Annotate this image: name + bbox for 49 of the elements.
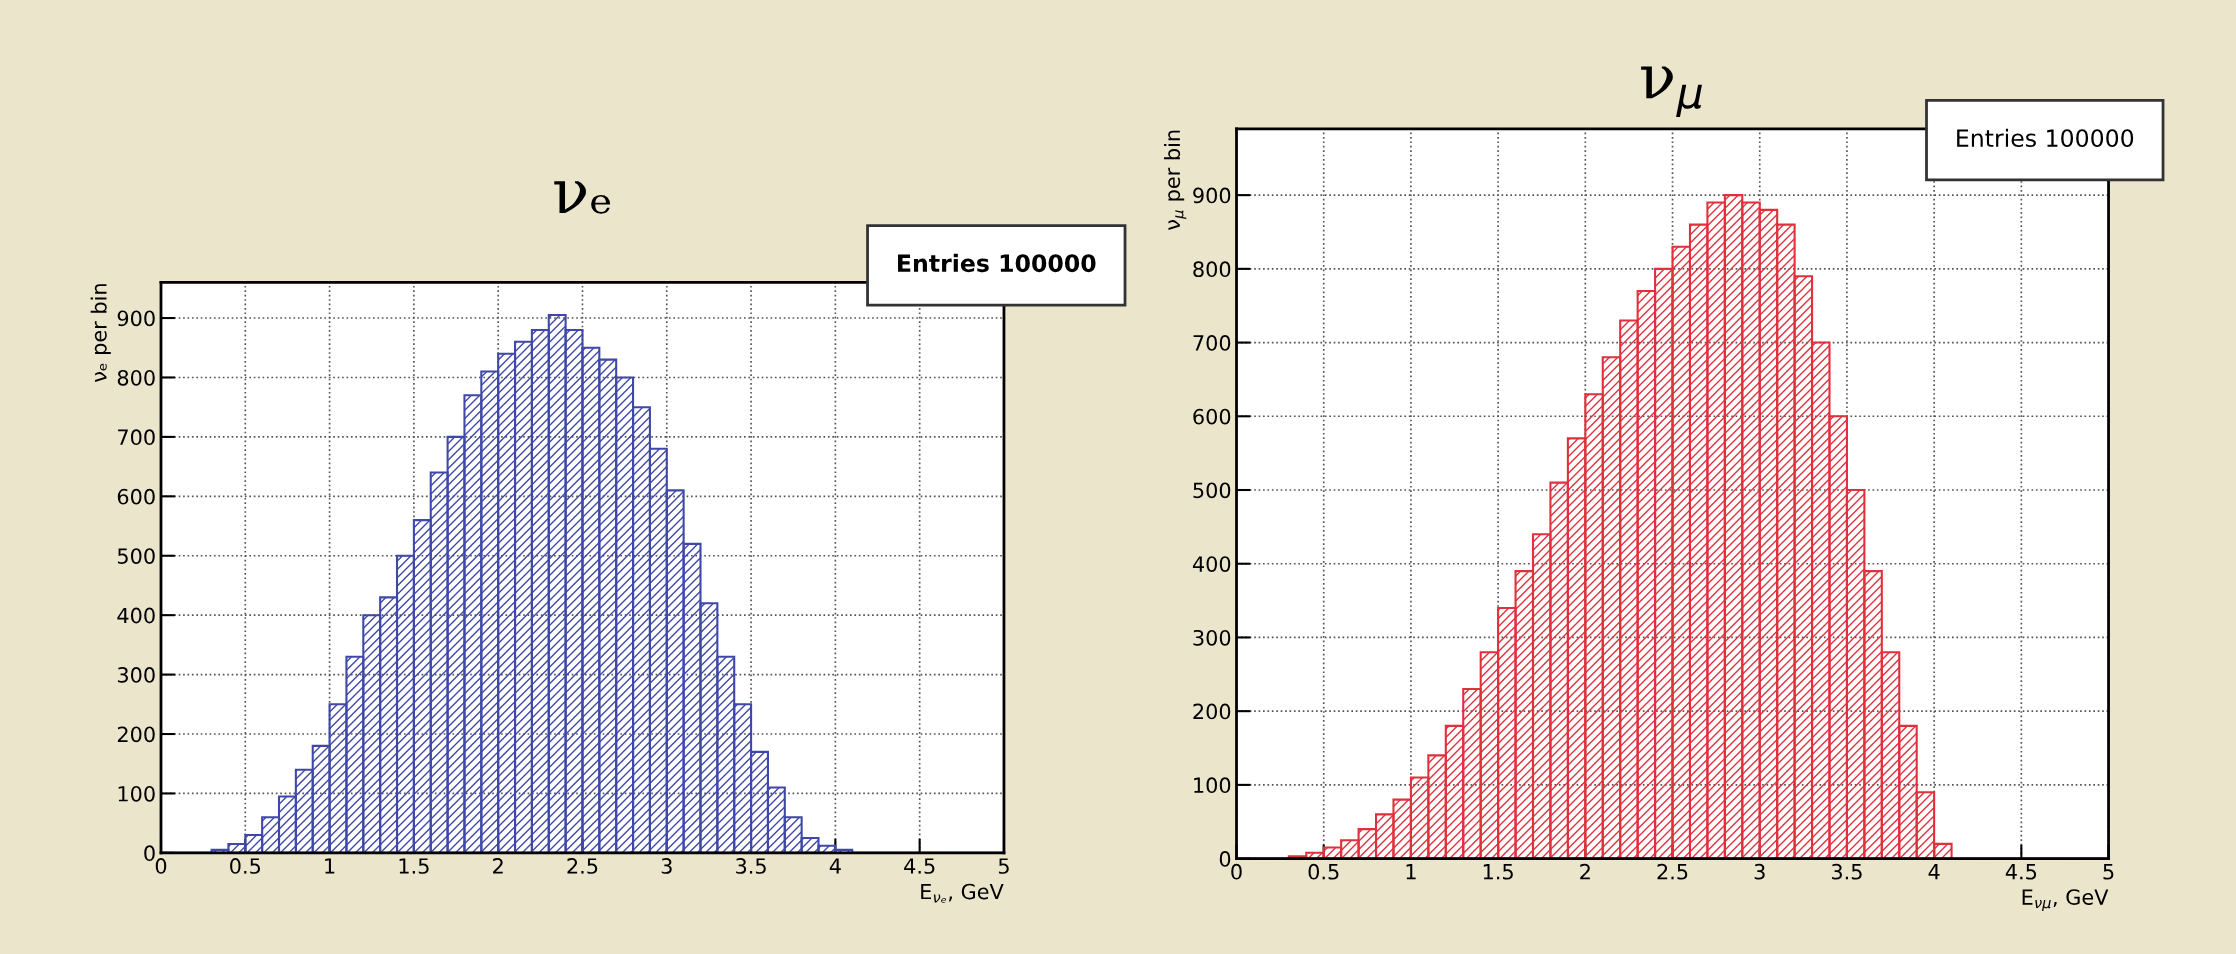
x-tick-label: 5 — [998, 858, 1009, 874]
y-tick-label: 100 — [1194, 777, 1231, 794]
x-tick-label: 4.5 — [2005, 864, 2037, 880]
y-axis-title: ν$_{μ}$ per bin — [1164, 130, 1187, 230]
x-axis-title: E$_{νμ}$, GeV — [2022, 889, 2109, 912]
x-tick-label: 5 — [2103, 864, 2114, 880]
y-axis-title: νₑ per bin — [90, 284, 111, 383]
chart-title: νₑ — [554, 181, 611, 214]
x-tick-label: 3 — [1754, 863, 1765, 880]
y-tick-label: 900 — [117, 310, 155, 327]
y-tick-label: 700 — [1193, 335, 1231, 351]
chart-title: ν$_{μ}$ — [1641, 66, 1702, 118]
text: Entries 100000 — [898, 253, 1096, 273]
x-tick-label: 2 — [1580, 863, 1590, 880]
y-tick-label: 0 — [144, 845, 155, 862]
x-axis-title: E$_{νₑ}$, GeV — [921, 883, 1004, 903]
x-tick-label: 2 — [493, 858, 503, 874]
y-tick-label: 500 — [117, 548, 155, 564]
y-tick-label: 800 — [1193, 261, 1231, 278]
x-tick-label: 1.5 — [399, 858, 429, 874]
y-tick-label: 900 — [1193, 187, 1231, 204]
y-tick-label: 500 — [1193, 482, 1231, 499]
x-tick-label: 4.5 — [904, 858, 935, 874]
x-tick-label: 4 — [829, 858, 841, 874]
x-tick-label: 1.5 — [1483, 864, 1513, 880]
y-tick-label: 100 — [118, 785, 155, 802]
y-tick-label: 200 — [1193, 703, 1231, 720]
x-tick-label: 0.5 — [230, 858, 261, 874]
y-tick-label: 600 — [1193, 408, 1231, 425]
y-tick-label: 700 — [118, 429, 155, 446]
y-tick-label: 600 — [117, 488, 155, 505]
y-tick-label: 200 — [117, 726, 155, 743]
x-tick-label: 1 — [325, 858, 335, 874]
x-tick-label: 2.5 — [1657, 863, 1688, 880]
x-tick-label: 3 — [661, 858, 672, 874]
y-tick-label: 300 — [117, 667, 155, 683]
y-tick-label: 300 — [1193, 629, 1231, 646]
x-tick-label: 0.5 — [1308, 863, 1339, 880]
x-tick-label: 0 — [1231, 863, 1242, 880]
y-tick-label: 800 — [117, 369, 155, 386]
x-tick-label: 3.5 — [736, 858, 766, 874]
y-tick-label: 400 — [117, 607, 155, 624]
x-tick-label: 4 — [1928, 864, 1940, 880]
x-tick-label: 2.5 — [567, 858, 598, 874]
annotation: Entries 100000 — [1957, 128, 2134, 148]
x-tick-label: 1 — [1406, 864, 1416, 880]
x-tick-label: 0 — [155, 858, 167, 874]
x-tick-label: 3.5 — [1831, 863, 1862, 880]
y-tick-label: 400 — [1192, 556, 1231, 572]
